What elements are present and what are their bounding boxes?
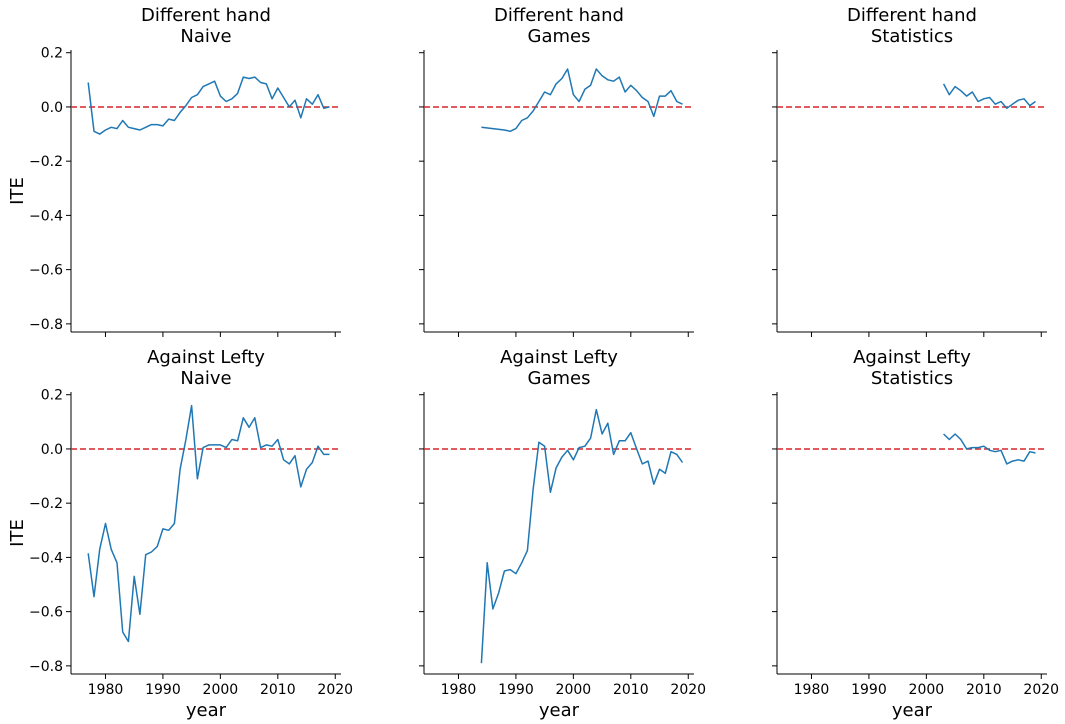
x-tick-label: 1990 [145, 682, 181, 698]
x-tick-label: 1990 [498, 682, 534, 698]
panel-title-line2: Statistics [871, 368, 953, 389]
ite-series-line [480, 408, 684, 664]
panel-title-line2: Games [528, 26, 591, 47]
panel-title-line1: Different hand [141, 5, 271, 26]
y-tick-label: −0.4 [29, 208, 63, 224]
x-axis-label: year [539, 700, 580, 721]
x-tick-label: 1980 [88, 682, 124, 698]
ite-series-line [942, 83, 1036, 110]
panel-title-line1: Against Lefty [500, 347, 618, 368]
panel-title-line2: Statistics [871, 26, 953, 47]
ite-series-line [87, 404, 330, 643]
x-tick-label: 2020 [1023, 682, 1059, 698]
y-tick-label: −0.6 [29, 263, 63, 279]
ite-series-line [481, 68, 683, 133]
y-tick-label: 0.2 [41, 388, 63, 404]
y-tick-label: 0.0 [41, 100, 63, 116]
y-axis-label: ITE [7, 519, 28, 547]
y-tick-label: −0.4 [29, 550, 63, 566]
y-tick-label: −0.2 [29, 154, 63, 170]
y-tick-label: −0.8 [29, 317, 63, 333]
y-tick-label: −0.6 [29, 605, 63, 621]
y-tick-label: 0.0 [41, 442, 63, 458]
ite-series-line [943, 433, 1036, 465]
x-axis-label: year [892, 700, 933, 721]
x-tick-label: 2010 [613, 682, 649, 698]
x-tick-label: 2000 [909, 682, 945, 698]
panel-title-line2: Games [528, 368, 591, 389]
x-tick-label: 2010 [966, 682, 1002, 698]
x-tick-label: 1980 [441, 682, 477, 698]
x-tick-label: 2020 [670, 682, 706, 698]
x-tick-label: 1990 [851, 682, 887, 698]
x-tick-label: 1980 [794, 682, 830, 698]
panel-4: 0.2 0.0 −0.2 −0.4 −0.6 −0.8 1980 1990 2000 2010 20… [7, 347, 353, 721]
y-tick-label: −0.8 [29, 659, 63, 675]
ite-series-line [87, 76, 330, 135]
panel-title-line1: Different hand [494, 5, 624, 26]
x-tick-label: 2010 [260, 682, 296, 698]
y-tick-label: 0.2 [41, 46, 63, 62]
x-tick-label: 2000 [203, 682, 239, 698]
x-tick-label: 2020 [317, 682, 353, 698]
panel-title-line1: Against Lefty [147, 347, 265, 368]
panel-title-line1: Different hand [847, 5, 977, 26]
x-tick-label: 2000 [556, 682, 592, 698]
panel-title-line1: Against Lefty [853, 347, 971, 368]
x-axis-label: year [186, 700, 227, 721]
panel-title-line2: Naive [180, 368, 231, 389]
panel-title-line2: Naive [180, 26, 231, 47]
panel-6: 1980 1990 2000 2010 2020 Against LeftyStatist… [772, 347, 1059, 721]
panel-1: 0.2 0.0 −0.2 −0.4 −0.6 −0.8 Different handNaiv… [7, 5, 341, 337]
y-axis-label: ITE [7, 177, 28, 205]
y-tick-label: −0.2 [29, 496, 63, 512]
